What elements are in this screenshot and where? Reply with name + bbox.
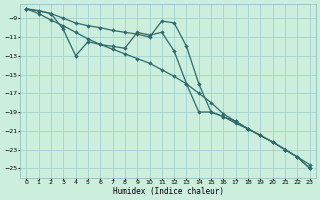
X-axis label: Humidex (Indice chaleur): Humidex (Indice chaleur) xyxy=(113,187,223,196)
